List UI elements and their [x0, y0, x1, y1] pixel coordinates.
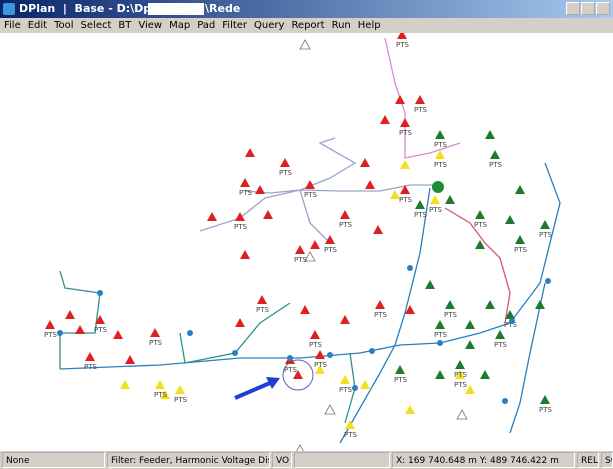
point-label: PTS: [414, 211, 427, 219]
point-label: PTS: [94, 326, 107, 334]
app-icon: [3, 3, 15, 15]
point-label: PTS: [539, 231, 552, 239]
point-label: PTS: [429, 206, 442, 214]
menu-bar: File Edit Tool Select BT View Map Pad Filter Quer…: [0, 18, 613, 33]
menu-item[interactable]: Report: [291, 18, 324, 33]
point-label: PTS: [414, 106, 427, 114]
node: [437, 340, 443, 346]
point-label: PTS: [324, 246, 337, 254]
node: [502, 398, 508, 404]
maximize-button[interactable]: [581, 2, 595, 15]
menu-item[interactable]: Filter: [222, 18, 247, 33]
point-label: PTS: [84, 363, 97, 371]
window-title-end: \Rede: [205, 0, 240, 18]
title-bar: DPlan | Base - D:\Dplan\ \Rede: [0, 0, 613, 18]
point-label: PTS: [314, 361, 327, 369]
point-label: PTS: [309, 341, 322, 349]
app-window: DPlan | Base - D:\Dplan\ \Rede File Edit T…: [0, 0, 613, 469]
point-label: PTS: [154, 391, 167, 399]
point-label: PTS: [256, 306, 269, 314]
menu-item[interactable]: Map: [169, 18, 190, 33]
point-label: PTS: [234, 223, 247, 231]
point-label: PTS: [279, 169, 292, 177]
node: [369, 348, 375, 354]
point-label: PTS: [514, 246, 527, 254]
status-rel: REL: [577, 452, 599, 468]
point-label: PTS: [374, 311, 387, 319]
status-filter: Filter: Feeder, Harmonic Voltage Distort…: [107, 452, 270, 468]
node: [187, 330, 193, 336]
minimize-button[interactable]: [566, 2, 580, 15]
point-label: PTS: [174, 396, 187, 404]
point-label: PTS: [239, 189, 252, 197]
point-label: PTS: [474, 221, 487, 229]
point-label: PTS: [149, 339, 162, 347]
point-label: PTS: [396, 41, 409, 49]
point-label: PTS: [399, 129, 412, 137]
point-label: PTS: [539, 406, 552, 414]
menu-item[interactable]: Pad: [197, 18, 215, 33]
menu-item[interactable]: Help: [358, 18, 381, 33]
point-label: PTS: [444, 311, 457, 319]
status-empty: [294, 452, 390, 468]
status-coords: X: 169 740.648 m Y: 489 746.422 m: [392, 452, 575, 468]
point-label: PTS: [339, 386, 352, 394]
point-label: PTS: [344, 431, 357, 439]
node: [509, 318, 515, 324]
point-label: PTS: [434, 161, 447, 169]
menu-item[interactable]: Edit: [28, 18, 47, 33]
node: [97, 290, 103, 296]
point-label: PTS: [489, 161, 502, 169]
menu-item[interactable]: File: [4, 18, 21, 33]
node: [407, 265, 413, 271]
point-label: PTS: [434, 141, 447, 149]
node: [57, 330, 63, 336]
point-label: PTS: [399, 196, 412, 204]
point-label: PTS: [454, 381, 467, 389]
point-label: PTS: [454, 371, 467, 379]
node: [287, 355, 293, 361]
point-label: PTS: [434, 331, 447, 339]
node: [352, 385, 358, 391]
status-sc: SC: [601, 452, 613, 468]
menu-item[interactable]: Tool: [54, 18, 73, 33]
status-mode: VO: [272, 452, 292, 468]
point-label: PTS: [44, 331, 57, 339]
node: [232, 350, 238, 356]
menu-item[interactable]: Run: [332, 18, 351, 33]
substation: [432, 181, 444, 193]
status-selection: None: [2, 452, 105, 468]
close-button[interactable]: [596, 2, 610, 15]
menu-item[interactable]: Query: [254, 18, 284, 33]
node: [545, 278, 551, 284]
point-label: PTS: [284, 366, 297, 374]
point-label: PTS: [304, 191, 317, 199]
node: [327, 352, 333, 358]
menu-item[interactable]: BT: [118, 18, 131, 33]
point-label: PTS: [494, 341, 507, 349]
point-label: PTS: [394, 376, 407, 384]
redacted-path: [148, 3, 204, 15]
point-label: PTS: [294, 256, 307, 264]
menu-item[interactable]: View: [138, 18, 162, 33]
menu-item[interactable]: Select: [81, 18, 112, 33]
status-bar: None Filter: Feeder, Harmonic Voltage Di…: [0, 451, 613, 469]
point-label: PTS: [339, 221, 352, 229]
